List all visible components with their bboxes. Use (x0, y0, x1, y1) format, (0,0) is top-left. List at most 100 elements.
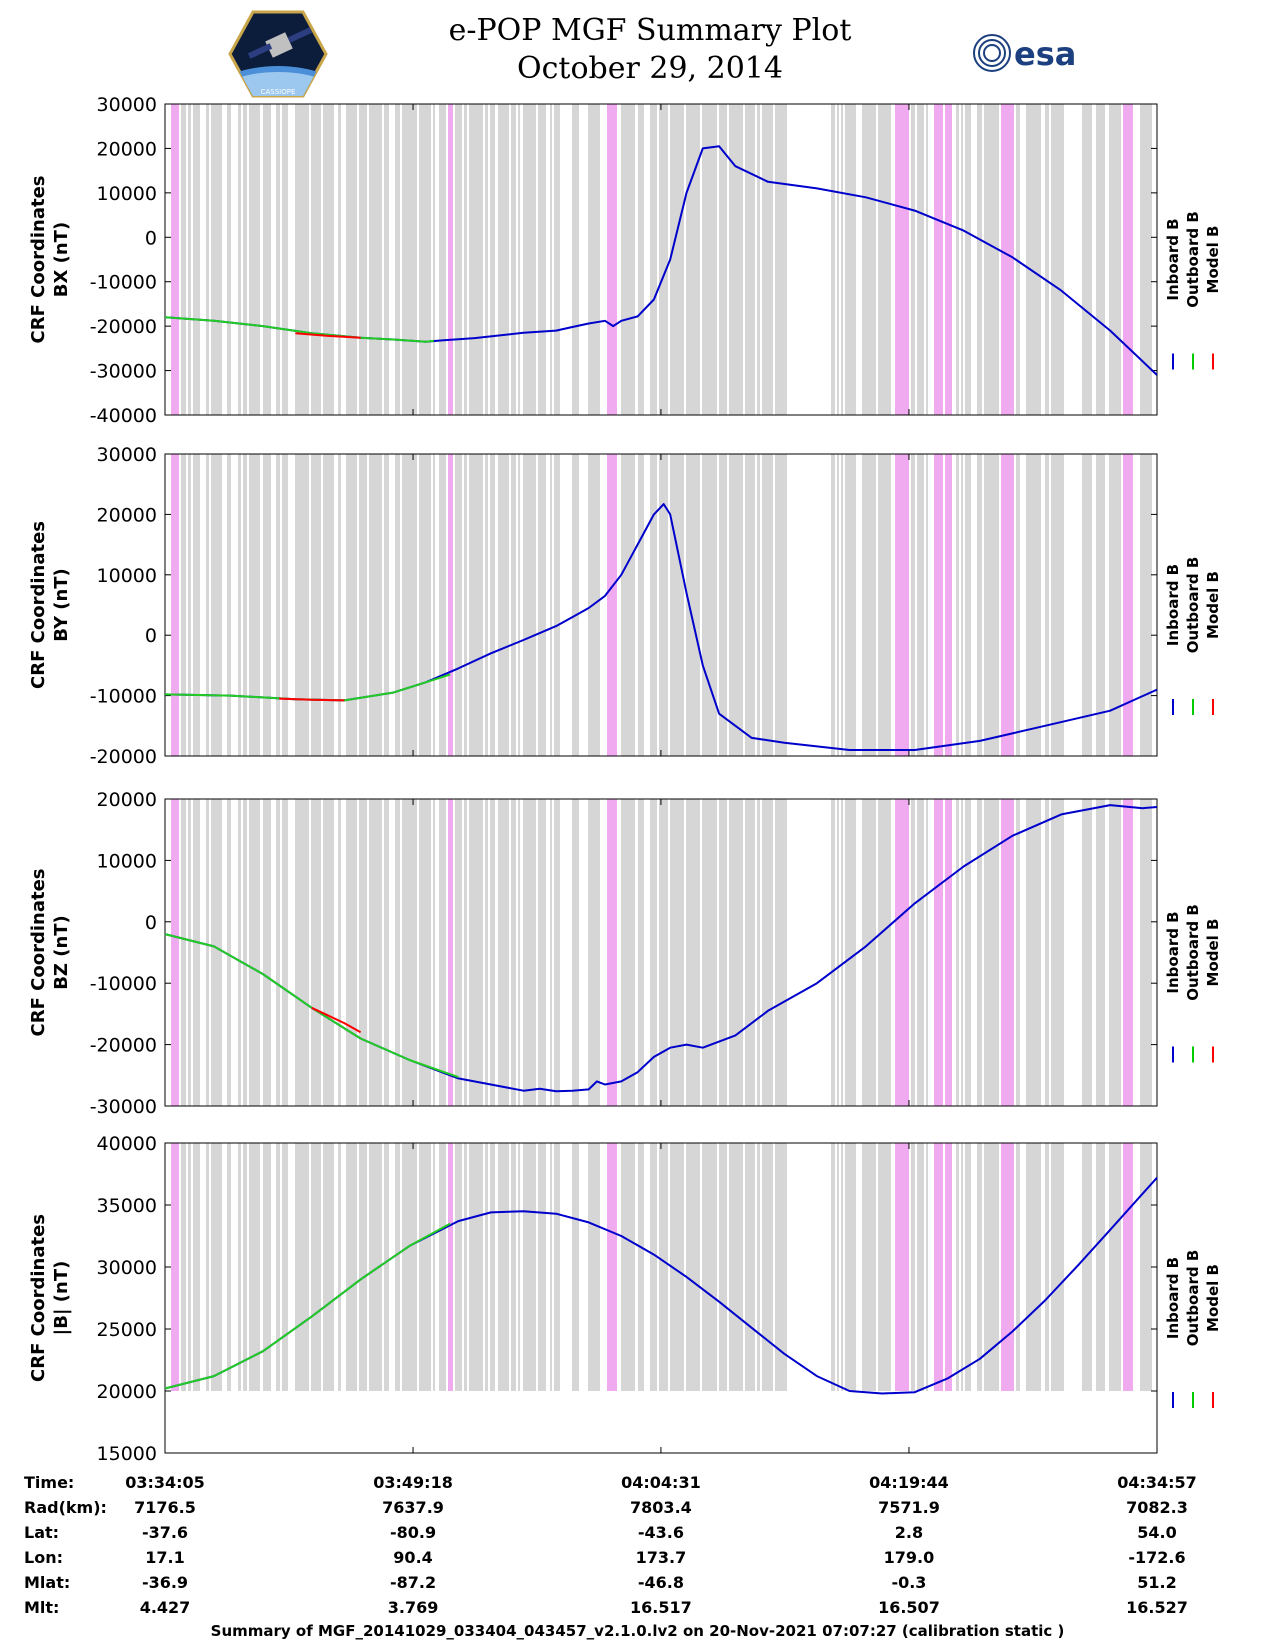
coverage-stripe (1096, 104, 1105, 415)
coverage-stripe (439, 454, 446, 756)
coverage-stripe (1026, 799, 1041, 1106)
coverage-stripe (369, 454, 382, 756)
y-tick-label: -10000 (90, 973, 157, 995)
coverage-stripe (554, 799, 560, 1106)
data-coverage-stripes (171, 1143, 1152, 1391)
coverage-stripe (719, 799, 727, 1106)
coverage-stripe (311, 104, 321, 415)
esa-logo: esa (973, 34, 1076, 73)
table-cell: 51.2 (1137, 1573, 1176, 1592)
table-row-label: Rad(km): (24, 1498, 107, 1517)
coverage-stripe (572, 799, 579, 1106)
table-cell: -80.9 (390, 1523, 436, 1542)
table-row-label: Time: (24, 1473, 74, 1492)
coverage-stripe (490, 104, 495, 415)
coverage-stripe (945, 104, 952, 415)
coverage-stripe (276, 799, 280, 1106)
table-row-label: Mlat: (24, 1573, 70, 1592)
coverage-stripe (1082, 799, 1092, 1106)
coverage-stripe (1096, 799, 1105, 1106)
table-cell: 173.7 (636, 1548, 687, 1567)
coverage-stripe (1109, 104, 1121, 415)
coverage-stripe (878, 454, 891, 756)
coverage-stripe (878, 799, 891, 1106)
coverage-stripe (934, 104, 943, 415)
coverage-stripe (295, 454, 309, 756)
coverage-stripe (729, 454, 743, 756)
coverage-stripe (650, 454, 657, 756)
coverage-stripe (338, 104, 341, 415)
coverage-stripe (572, 104, 579, 415)
table-cell: -43.6 (638, 1523, 684, 1542)
coverage-stripe (762, 1143, 773, 1391)
coverage-stripe (211, 1143, 222, 1391)
coverage-stripe (831, 454, 835, 756)
coverage-stripe (211, 799, 222, 1106)
coverage-stripe (775, 454, 787, 756)
coverage-stripe (1001, 799, 1014, 1106)
coverage-stripe (538, 1143, 546, 1391)
coverage-stripe (911, 104, 915, 415)
y-tick-label: -20000 (90, 1035, 157, 1057)
y-tick-label: -40000 (90, 405, 157, 427)
coverage-stripe (845, 1143, 856, 1391)
coverage-stripe (419, 1143, 431, 1391)
coverage-stripe (757, 104, 760, 415)
coverage-stripe (745, 1143, 755, 1391)
coverage-stripe (511, 1143, 516, 1391)
esa-logo-text: esa (1014, 35, 1076, 73)
coverage-stripe (607, 799, 617, 1106)
coverage-stripe (384, 799, 389, 1106)
coverage-stripe (638, 799, 644, 1106)
coverage-stripe (346, 454, 357, 756)
coverage-stripe (977, 1143, 982, 1391)
coverage-stripe (670, 799, 684, 1106)
table-cell: 90.4 (393, 1548, 432, 1567)
y-tick-label: 20000 (97, 504, 157, 526)
y-tick-label: 30000 (97, 1257, 157, 1279)
coverage-stripe (965, 799, 971, 1106)
coverage-stripe (295, 104, 309, 415)
y-tick-label: 40000 (97, 1133, 157, 1155)
coverage-stripe (227, 104, 231, 415)
coverage-stripe (464, 104, 467, 415)
coverage-stripe (911, 1143, 915, 1391)
coverage-stripe (523, 1143, 536, 1391)
coverage-stripe (433, 799, 435, 1106)
coverage-stripe (719, 1143, 727, 1391)
coverage-stripe (638, 1143, 644, 1391)
coverage-stripe (206, 104, 209, 415)
table-cell: -0.3 (891, 1573, 926, 1592)
coverage-stripe (469, 104, 483, 415)
series-line-model-b (279, 697, 345, 702)
coverage-stripe (621, 1143, 635, 1391)
coverage-stripe (402, 799, 417, 1106)
y-tick-label: 35000 (97, 1195, 157, 1217)
coverage-stripe (384, 1143, 389, 1391)
coverage-stripe (511, 104, 516, 415)
title-line-2: October 29, 2014 (517, 51, 783, 86)
coverage-stripe (845, 799, 856, 1106)
coverage-stripe (917, 799, 924, 1106)
coverage-stripe (621, 104, 635, 415)
coverage-stripe (518, 454, 520, 756)
table-cell: 16.507 (878, 1598, 940, 1617)
coverage-stripe (402, 454, 417, 756)
coverage-stripe (729, 1143, 743, 1391)
chart-panel-2: -20000 -10000 0 10000 20000 30000 CRF Coordina… (28, 444, 1222, 768)
coverage-stripe (686, 454, 700, 756)
table-cell: 16.527 (1126, 1598, 1188, 1617)
series-line-model-b (295, 332, 361, 339)
coverage-stripe (402, 1143, 417, 1391)
coverage-stripe (1045, 454, 1049, 756)
coverage-stripe (498, 454, 509, 756)
coverage-stripe (448, 1143, 453, 1391)
coverage-stripe (841, 104, 843, 415)
coverage-stripe (862, 1143, 876, 1391)
table-cell: 3.769 (388, 1598, 439, 1617)
table-cell: 54.0 (1137, 1523, 1176, 1542)
coverage-stripe (1082, 104, 1092, 415)
coverage-stripe (984, 1143, 999, 1391)
y-tick-label: 20000 (97, 1381, 157, 1403)
